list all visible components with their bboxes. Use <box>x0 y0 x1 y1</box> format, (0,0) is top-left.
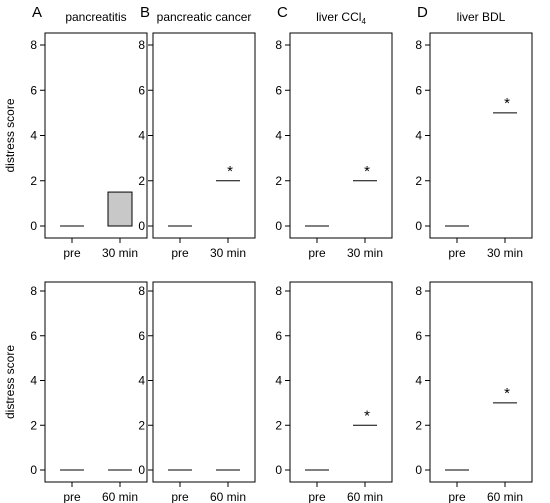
y-tick-label: 8 <box>415 38 422 52</box>
panel-4: 0 2 4 6 8 D liver BDL pre 30 min * <box>415 4 533 260</box>
panel-letter: D <box>417 4 428 21</box>
y-tick-label: 8 <box>30 38 37 52</box>
panel-letter: C <box>277 4 288 21</box>
significance-star: * <box>504 95 510 112</box>
panel-frame <box>429 32 533 239</box>
x-tick-label: 60 min <box>102 490 138 503</box>
y-tick-label: 8 <box>138 38 145 52</box>
y-tick-label: 6 <box>138 329 145 343</box>
y-tick-label: 6 <box>415 83 422 97</box>
y-tick-label: 2 <box>138 174 145 188</box>
y-tick-label: 4 <box>415 129 422 143</box>
y-tick-label: 2 <box>30 418 37 432</box>
panel-5: 0 2 4 6 8 distress score pre 60 min <box>3 281 148 503</box>
y-tick-label: 2 <box>275 418 282 432</box>
x-tick-label: 60 min <box>487 490 523 503</box>
x-tick-label: pre <box>63 490 81 503</box>
y-tick-label: 0 <box>30 219 37 233</box>
y-tick-label: 4 <box>138 129 145 143</box>
y-tick-label: 2 <box>415 418 422 432</box>
panel-6: 0 2 4 6 8 pre 60 min <box>138 281 256 503</box>
panel-letter: B <box>140 4 150 21</box>
y-tick-label: 4 <box>138 374 145 388</box>
panel-frame <box>152 32 256 239</box>
significance-star: * <box>364 163 370 180</box>
y-tick-label: 2 <box>275 174 282 188</box>
panel-2: 0 2 4 6 8 B pancreatic cancer pre 30 min * <box>138 4 256 260</box>
panel-3: 0 2 4 6 8 C liver CCl4 pre 30 min * <box>275 4 393 260</box>
x-tick-label: 60 min <box>210 490 246 503</box>
x-tick-label: pre <box>308 490 326 503</box>
y-tick-label: 2 <box>30 174 37 188</box>
panel-letter: A <box>32 4 42 21</box>
y-tick-label: 6 <box>30 329 37 343</box>
panel-frame <box>152 281 256 483</box>
y-tick-label: 6 <box>30 83 37 97</box>
y-tick-label: 4 <box>275 129 282 143</box>
y-tick-label: 4 <box>30 374 37 388</box>
panel-7: 0 2 4 6 8 pre 60 min * <box>275 281 393 503</box>
box <box>107 191 133 227</box>
significance-star: * <box>504 385 510 402</box>
y-tick-label: 6 <box>138 83 145 97</box>
y-tick-label: 0 <box>415 463 422 477</box>
significance-star: * <box>364 407 370 424</box>
significance-star: * <box>227 163 233 180</box>
y-tick-label: 0 <box>138 219 145 233</box>
panel-8: 0 2 4 6 8 pre 60 min * <box>415 281 533 503</box>
x-tick-label: 30 min <box>102 246 138 260</box>
y-tick-label: 6 <box>275 83 282 97</box>
x-tick-label: pre <box>308 246 326 260</box>
y-tick-label: 4 <box>30 129 37 143</box>
panel-title: pancreatic cancer <box>157 10 252 24</box>
x-tick-label: pre <box>171 490 189 503</box>
y-tick-label: 6 <box>415 329 422 343</box>
y-tick-label: 0 <box>138 463 145 477</box>
panel-1: 0 2 4 6 8 distress score A pancreatitis pre 30 mi… <box>3 4 148 260</box>
y-tick-label: 0 <box>275 219 282 233</box>
panel-title-subscript: 4 <box>361 17 366 26</box>
panel-frame <box>429 281 533 483</box>
x-tick-label: pre <box>448 246 466 260</box>
y-tick-label: 4 <box>275 374 282 388</box>
y-tick-label: 4 <box>415 374 422 388</box>
panel-frame <box>289 32 393 239</box>
y-tick-label: 2 <box>415 174 422 188</box>
y-axis-label: distress score <box>3 98 17 172</box>
y-tick-label: 8 <box>138 284 145 298</box>
x-tick-label: 30 min <box>487 246 523 260</box>
y-tick-label: 0 <box>415 219 422 233</box>
x-tick-label: pre <box>448 490 466 503</box>
y-tick-label: 8 <box>30 284 37 298</box>
panel-title: pancreatitis <box>65 10 126 24</box>
y-tick-label: 2 <box>138 418 145 432</box>
x-tick-label: 30 min <box>347 246 383 260</box>
panel-frame <box>44 281 148 483</box>
panel-title: liver CCl4 <box>316 10 366 26</box>
y-tick-label: 0 <box>30 463 37 477</box>
y-tick-label: 6 <box>275 329 282 343</box>
y-tick-label: 8 <box>275 284 282 298</box>
x-tick-label: 60 min <box>347 490 383 503</box>
panel-title: liver BDL <box>457 10 506 24</box>
y-tick-label: 8 <box>415 284 422 298</box>
x-tick-label: 30 min <box>210 246 246 260</box>
y-tick-label: 0 <box>275 463 282 477</box>
x-tick-label: pre <box>63 246 81 260</box>
y-axis-label: distress score <box>3 345 17 419</box>
panel-frame <box>289 281 393 483</box>
y-tick-label: 8 <box>275 38 282 52</box>
x-tick-label: pre <box>171 246 189 260</box>
